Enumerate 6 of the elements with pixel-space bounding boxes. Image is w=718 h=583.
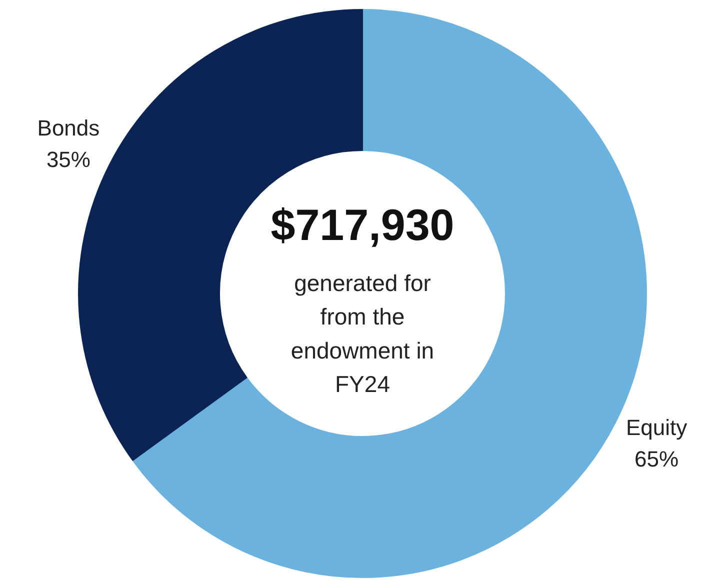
slice-label: Bonds — [37, 116, 100, 141]
text: $717,930 — [270, 201, 454, 250]
data-label: 65% — [634, 446, 679, 472]
text: generated for from the endowment in FY24 — [290, 270, 434, 398]
data-label: 35% — [46, 146, 90, 172]
slice-label: Equity — [626, 415, 688, 440]
